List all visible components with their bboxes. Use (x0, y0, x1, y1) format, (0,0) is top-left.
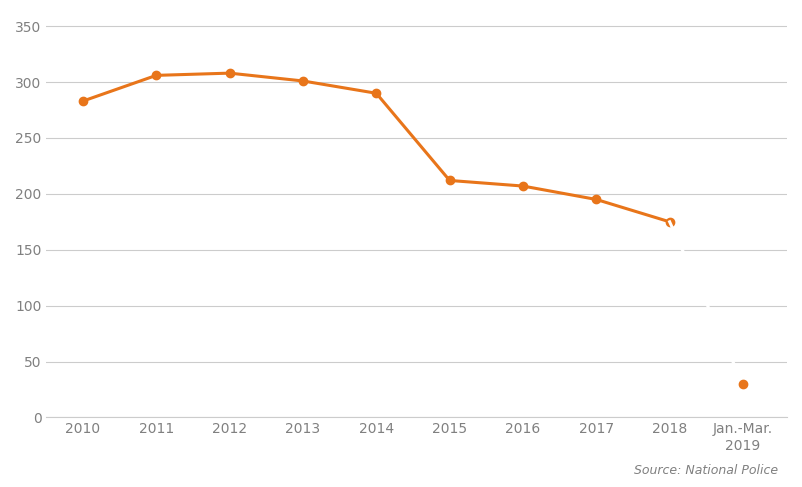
Text: Source: National Police: Source: National Police (634, 464, 778, 477)
